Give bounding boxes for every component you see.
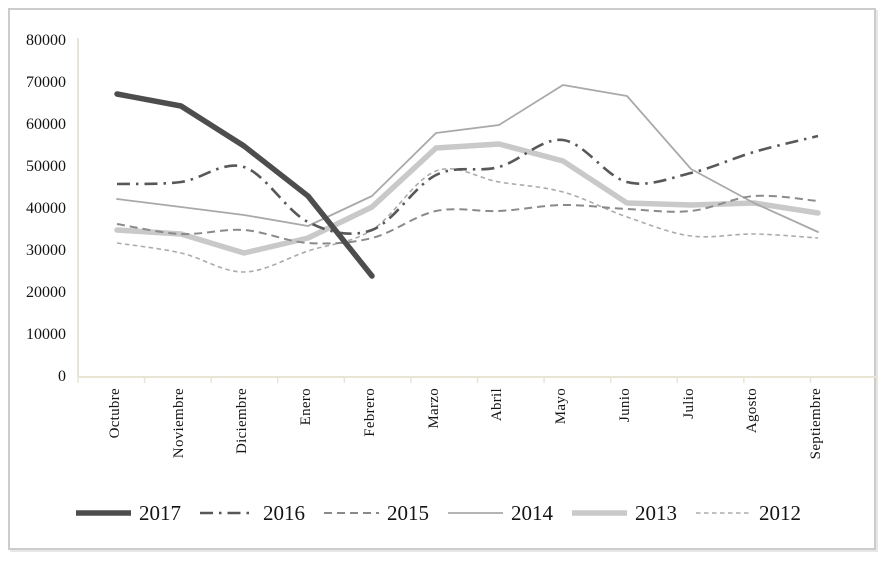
legend-item-2016: 2016: [200, 501, 305, 525]
legend-label: 2017: [139, 501, 181, 525]
y-axis-label: 50000: [26, 158, 66, 175]
legend-line-swatch-2012: [696, 512, 751, 514]
x-axis-label: Febrero: [361, 388, 378, 437]
x-axis-label: Junio: [616, 388, 633, 423]
y-axis-label: 40000: [26, 200, 66, 217]
legend-item-2012: 2012: [696, 501, 801, 525]
x-axis-label: Abril: [489, 388, 506, 422]
x-axis-label: Noviembre: [170, 388, 187, 459]
series-line-2017: [114, 91, 375, 279]
legend-item-2015: 2015: [324, 501, 429, 525]
legend-item-2017: 2017: [76, 501, 181, 525]
y-axis-label: 10000: [26, 326, 66, 343]
series-line-2013: [114, 141, 821, 256]
y-axis-label: 30000: [26, 242, 66, 259]
y-axis-label: 20000: [26, 284, 66, 301]
legend-line-swatch-2017: [76, 510, 131, 516]
x-axis-label: Mayo: [553, 388, 570, 425]
x-axis-label: Octubre: [107, 388, 123, 439]
legend-label: 2012: [759, 501, 801, 525]
x-axis-label: Septiembre: [808, 388, 824, 460]
y-axis-label: 0: [58, 368, 66, 385]
y-axis-label: 80000: [26, 32, 66, 49]
series-line-2014: [116, 84, 819, 233]
legend-label: 2014: [511, 501, 553, 525]
x-axis-label: Marzo: [425, 388, 442, 429]
legend-line-swatch-2013: [572, 510, 627, 516]
legend-label: 2013: [635, 501, 677, 525]
series-line-2012: [116, 167, 819, 273]
y-axis-label: 70000: [26, 74, 66, 91]
legend-label: 2016: [263, 501, 305, 525]
legend-line-swatch-2014: [448, 512, 503, 514]
legend-item-2014: 2014: [448, 501, 553, 525]
x-axis-label: Enero: [298, 388, 315, 426]
legend-line-swatch-2016: [200, 511, 255, 515]
series-line-2016: [116, 134, 819, 236]
legend-line-swatch-2015: [324, 512, 379, 514]
x-axis-label: Diciembre: [234, 388, 251, 455]
legend-item-2013: 2013: [572, 501, 677, 525]
y-axis-label: 60000: [26, 116, 66, 133]
series-line-2015: [116, 194, 819, 245]
x-axis-label: Julio: [680, 388, 697, 419]
legend: 2017 2016 2015 2014 2013 2012: [76, 501, 801, 525]
legend-label: 2015: [387, 501, 429, 525]
x-axis-label: Agosto: [744, 388, 761, 434]
